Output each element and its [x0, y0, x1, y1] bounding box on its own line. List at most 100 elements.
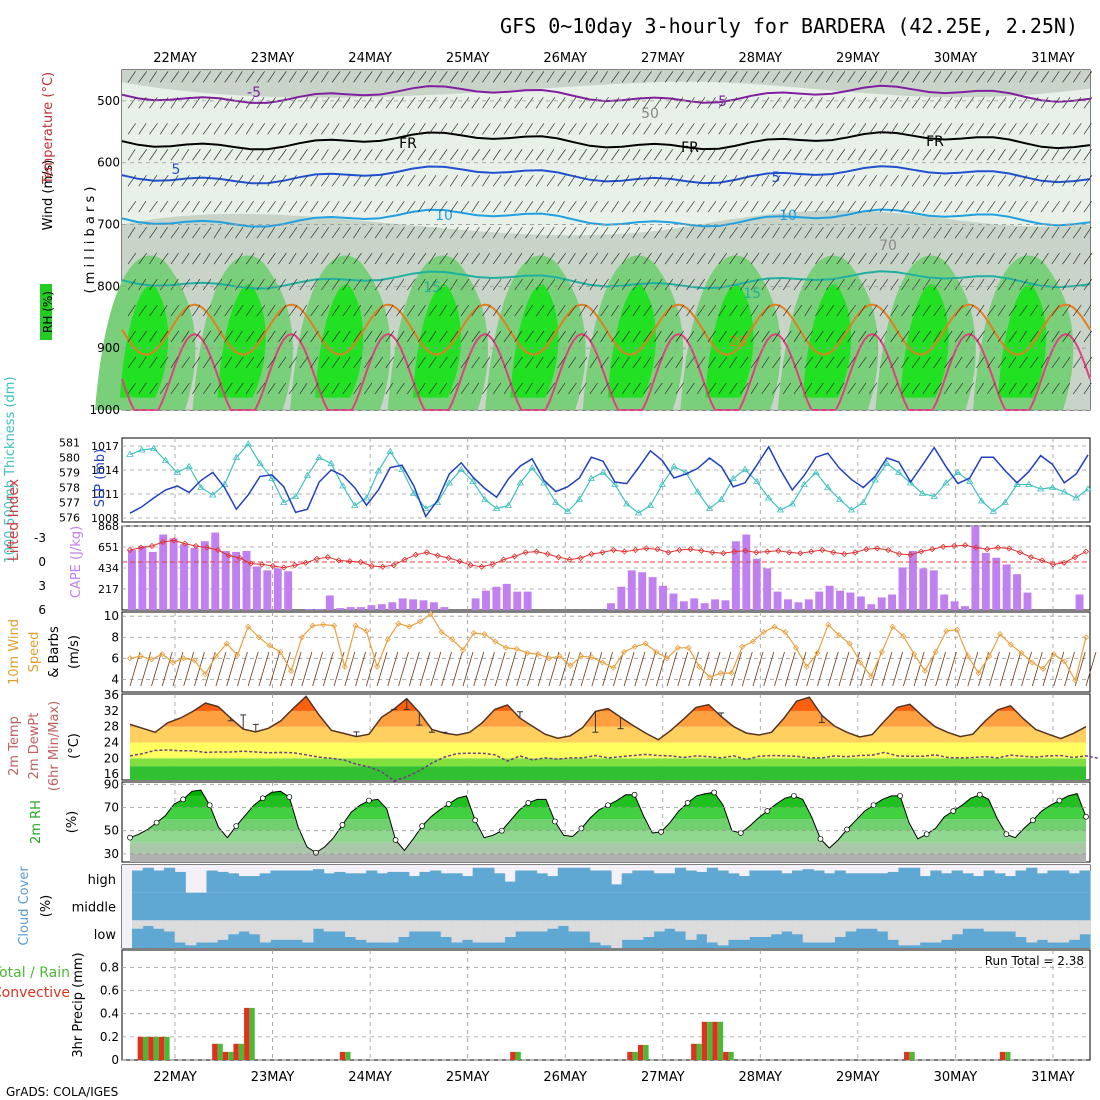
wind-barb	[632, 356, 642, 369]
wind-speed-point	[664, 655, 671, 662]
wind-barb	[321, 252, 330, 265]
wind-barb	[247, 651, 259, 687]
wind-barb	[847, 123, 856, 135]
wind-barb	[484, 651, 495, 687]
wind-barb	[299, 356, 309, 369]
wind-barb	[525, 200, 534, 213]
wind-barb	[774, 651, 785, 687]
wind-barb	[364, 226, 373, 239]
li-point	[159, 538, 167, 546]
wind-barb	[1083, 175, 1093, 187]
cape-bar	[1023, 592, 1032, 610]
wind-barb	[546, 226, 555, 239]
wind-barb	[439, 97, 448, 109]
wind-barb	[256, 304, 266, 317]
wind-barb	[750, 382, 759, 395]
wind-barb	[385, 226, 394, 239]
cloud-bar-high	[845, 873, 857, 893]
wind-barb	[492, 252, 502, 265]
thickness-point	[1001, 498, 1009, 505]
wind-barb	[235, 330, 243, 343]
cloud-bar-middle	[983, 892, 995, 921]
wind-barb	[374, 252, 383, 265]
cloud-low-gap	[355, 920, 367, 940]
date-tick-label: 23MAY	[251, 1070, 295, 1085]
wind-barb	[503, 149, 513, 161]
y-tick-label: 500	[97, 94, 120, 108]
wind-barb	[697, 382, 705, 395]
precip-convective-bar	[339, 1051, 346, 1060]
wind-speed-point	[1007, 641, 1014, 648]
precip-total-bar	[249, 1007, 255, 1060]
wind-barb	[213, 278, 223, 291]
cloud-bar-low	[1026, 942, 1038, 948]
wind-barb	[1064, 651, 1075, 687]
wind-barb	[686, 356, 695, 369]
wind-barb	[1019, 149, 1028, 161]
y-tick-label: 3	[38, 579, 46, 593]
wind-speed-point	[846, 640, 853, 647]
wind-barb	[331, 356, 341, 369]
temp-contour-20	[121, 303, 1091, 356]
cape-bar	[159, 534, 168, 610]
thickness-point	[883, 459, 891, 466]
wind-barb	[1072, 382, 1082, 395]
wind-barb	[1072, 252, 1081, 265]
wind-barb	[278, 356, 287, 369]
wind-barb	[782, 97, 791, 109]
cloud-low-gap	[706, 920, 719, 943]
wind-barb	[686, 304, 695, 317]
wind-barb	[729, 330, 738, 343]
wind-barb	[503, 71, 513, 83]
wind-barb	[331, 123, 340, 135]
wind-barb	[170, 252, 179, 265]
wind-barb	[278, 71, 287, 83]
cape-bar	[648, 577, 657, 610]
wind-speed-point	[706, 674, 714, 681]
wind-barb	[782, 175, 792, 187]
cape-bar	[419, 600, 428, 610]
li-point	[368, 562, 375, 570]
wind-barb	[858, 356, 867, 369]
wind-barb	[202, 252, 211, 265]
cape-bar	[773, 591, 782, 610]
wind-barb	[697, 226, 706, 239]
wind-speed-point	[470, 629, 477, 637]
wind-barb	[987, 97, 996, 109]
wind-barb	[138, 149, 148, 161]
wind-barb	[213, 97, 223, 109]
wind-barb	[278, 278, 286, 291]
thickness-point	[362, 494, 371, 501]
cloud-bar-middle	[174, 892, 186, 921]
wind-barb	[954, 356, 963, 369]
wind-barb	[621, 330, 631, 343]
wind-barb	[170, 123, 180, 135]
cloud-bar-middle	[217, 892, 229, 921]
wind-barb	[331, 252, 341, 265]
wind-barb	[761, 226, 771, 239]
wind-barb	[406, 278, 416, 291]
cloud-bar-low	[132, 928, 144, 948]
li-point	[643, 545, 650, 552]
wind-barb	[535, 226, 545, 239]
cloud-bar-middle	[312, 892, 325, 921]
wind-barb	[181, 382, 190, 395]
cloud-low-gap	[994, 920, 1006, 932]
wind-barb	[782, 330, 792, 343]
li-point	[654, 546, 661, 553]
wind-barb	[482, 330, 491, 343]
thickness-point	[197, 483, 205, 490]
cape-bar	[128, 550, 136, 610]
wind-barb	[364, 382, 373, 395]
wind-barb	[149, 200, 158, 213]
wind-barb	[288, 382, 298, 395]
cloud-low-gap	[217, 920, 229, 940]
wind-barb	[492, 175, 502, 187]
thickness-point	[871, 476, 879, 483]
wind-barb	[471, 200, 480, 213]
wind-barb	[782, 226, 792, 239]
cloud-bar-high	[259, 873, 271, 893]
cloud-bar-low	[398, 936, 410, 948]
wind-barb	[428, 149, 437, 161]
wind-barb	[406, 149, 415, 161]
